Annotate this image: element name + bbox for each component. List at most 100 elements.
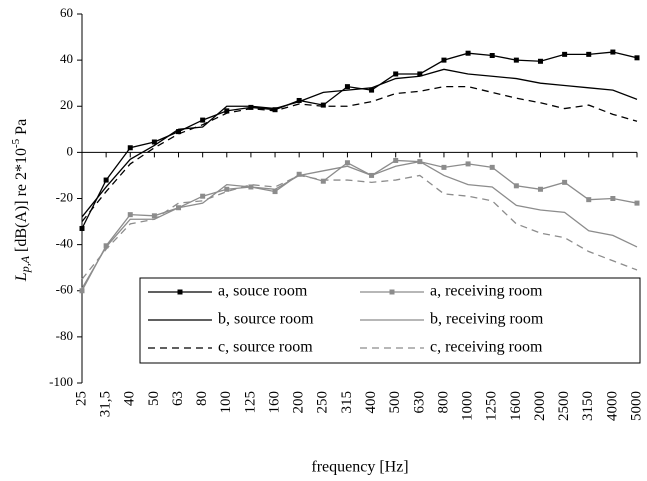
legend-marker <box>389 289 395 295</box>
marker <box>489 53 495 59</box>
marker <box>103 243 109 249</box>
series <box>81 174 638 280</box>
x-tick-label: 63 <box>170 391 186 406</box>
marker <box>369 87 375 93</box>
marker <box>320 102 326 108</box>
y-tick-label: -40 <box>56 236 73 251</box>
series-line <box>81 68 638 218</box>
x-tick-label: 1250 <box>484 391 500 421</box>
marker <box>513 57 519 63</box>
series-line <box>81 160 638 289</box>
legend-marker <box>177 289 183 295</box>
x-tick-label: 4000 <box>604 391 620 421</box>
marker <box>151 213 157 219</box>
series <box>79 49 640 231</box>
marker <box>537 58 543 64</box>
y-label-sup: -5 <box>10 138 22 148</box>
marker <box>586 197 592 203</box>
y-tick-label: 20 <box>60 97 73 112</box>
y-tick-label: -60 <box>56 282 73 297</box>
series-line <box>81 174 638 280</box>
marker <box>248 104 254 110</box>
y-label-symbol: L <box>13 272 30 282</box>
marker <box>224 108 230 114</box>
x-tick-label: 1600 <box>508 391 524 421</box>
x-tick-label: 2000 <box>532 391 548 421</box>
legend-label: c, receiving room <box>430 339 543 356</box>
marker <box>79 288 85 294</box>
marker <box>272 107 278 113</box>
series-line <box>81 51 638 229</box>
marker <box>586 51 592 57</box>
series-line <box>81 85 638 222</box>
marker <box>562 51 568 57</box>
marker <box>296 97 302 103</box>
x-tick-label: 630 <box>411 391 427 414</box>
y-label-unit: Pa <box>13 119 30 139</box>
marker <box>634 200 640 206</box>
marker <box>417 71 423 77</box>
x-tick-label: 3150 <box>580 391 596 421</box>
y-tick-label: 40 <box>60 51 73 66</box>
marker <box>79 225 85 231</box>
marker <box>610 196 616 201</box>
series-line <box>81 159 638 292</box>
x-tick-label: 125 <box>242 391 258 414</box>
marker <box>537 186 543 192</box>
x-tick-label: 200 <box>291 391 307 414</box>
y-tick-label: -80 <box>56 328 73 343</box>
marker <box>127 212 133 218</box>
marker <box>127 145 133 151</box>
marker <box>176 129 182 135</box>
marker <box>393 157 399 163</box>
x-tick-label: 315 <box>339 391 355 414</box>
marker <box>562 179 568 185</box>
marker <box>296 171 302 177</box>
y-label-sub: p,A <box>18 255 32 273</box>
x-tick-label: 50 <box>146 391 162 406</box>
marker <box>224 186 230 192</box>
y-axis-label: Lp,A [dB(A)] re 2*10-5 Pa <box>10 119 32 282</box>
x-tick-label: 80 <box>194 391 210 406</box>
x-tick-label: 25 <box>73 391 89 406</box>
marker <box>344 84 350 90</box>
y-tick-label: -20 <box>56 189 73 204</box>
x-tick-label: 400 <box>363 391 379 414</box>
x-tick-label: 2500 <box>556 391 572 421</box>
x-tick-label: 800 <box>435 391 451 414</box>
x-tick-label: 1000 <box>460 391 476 421</box>
legend-label: b, source room <box>218 311 314 328</box>
x-tick-label: 500 <box>387 391 403 414</box>
legend-label: b, receiving room <box>430 311 544 328</box>
marker <box>489 164 495 170</box>
y-tick-label: 60 <box>60 5 73 20</box>
marker <box>465 50 471 56</box>
marker <box>634 55 640 61</box>
marker <box>610 49 616 55</box>
x-tick-label: 31,5 <box>98 391 114 417</box>
x-tick-label: 160 <box>266 391 282 414</box>
series <box>81 68 638 218</box>
marker <box>441 57 447 63</box>
y-tick-label: -100 <box>49 374 73 389</box>
legend-label: c, source room <box>218 339 313 356</box>
x-axis-label: frequency [Hz] <box>311 459 408 476</box>
marker <box>200 193 206 199</box>
x-tick-label: 250 <box>315 391 331 414</box>
marker <box>103 177 109 183</box>
legend-label: a, receiving room <box>430 283 543 300</box>
series <box>81 85 638 222</box>
x-tick-label: 40 <box>122 391 138 406</box>
x-tick-label: 100 <box>218 391 234 414</box>
y-label-text: [dB(A)] re 2*10 <box>13 148 30 256</box>
marker <box>344 160 350 166</box>
marker <box>200 117 206 123</box>
marker <box>513 183 519 189</box>
marker <box>151 139 157 145</box>
y-tick-label: 0 <box>67 143 74 158</box>
x-tick-label: 5000 <box>628 391 644 421</box>
legend-label: a, souce room <box>218 283 308 300</box>
marker <box>320 178 326 184</box>
series <box>81 160 638 289</box>
series <box>79 157 640 294</box>
